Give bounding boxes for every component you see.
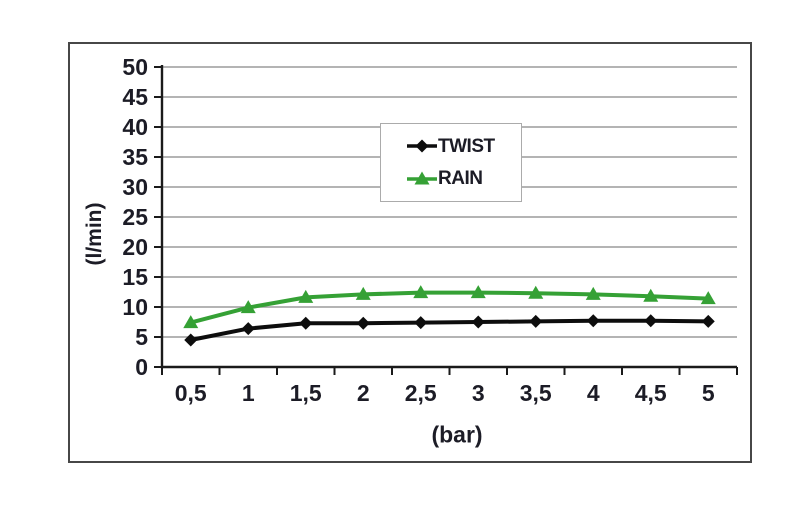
series-marker-rain [183, 315, 199, 329]
y-tick-label: 50 [122, 54, 148, 80]
series-marker-twist [644, 314, 658, 328]
x-tick-label: 1,5 [290, 380, 322, 406]
y-tick-label: 5 [135, 324, 148, 350]
series-marker-twist [471, 315, 485, 329]
x-tick-label: 3 [472, 380, 485, 406]
y-tick-label: 35 [122, 144, 148, 170]
y-tick-label: 10 [122, 294, 148, 320]
twist-line-marker-icon [407, 139, 437, 153]
y-tick-label: 15 [122, 264, 148, 290]
series-marker-rain [643, 288, 659, 302]
x-tick-label: 2 [357, 380, 370, 406]
x-tick-label: 4,5 [635, 380, 667, 406]
legend-marker-diamond [415, 139, 429, 153]
series-marker-twist [414, 316, 428, 330]
x-tick-label: 1 [242, 380, 255, 406]
x-tick-label: 4 [587, 380, 600, 406]
series-marker-rain [470, 285, 486, 299]
series-line-twist [188, 318, 711, 342]
legend-item-rain: RAIN [406, 167, 521, 191]
series-marker-rain [585, 286, 601, 300]
x-tick-label: 2,5 [405, 380, 437, 406]
series-marker-rain [355, 286, 371, 300]
series-marker-rain [240, 300, 256, 314]
series-marker-rain [528, 285, 544, 299]
series-marker-twist [184, 333, 198, 347]
rain-line-marker-icon [407, 171, 437, 185]
series-marker-rain [413, 285, 429, 299]
series-marker-twist [529, 314, 543, 328]
series-line-rain [188, 290, 711, 325]
series-marker-rain [700, 291, 716, 305]
y-tick-label: 40 [122, 114, 148, 140]
x-tick-label: 0,5 [175, 380, 207, 406]
x-tick-label: 3,5 [520, 380, 552, 406]
y-tick-label: 30 [122, 174, 148, 200]
series-marker-rain [298, 289, 314, 303]
legend: TWIST RAIN [380, 123, 522, 202]
series-marker-twist [701, 314, 715, 328]
series-marker-twist [241, 322, 255, 336]
legend-label-rain: RAIN [438, 168, 483, 190]
legend-item-twist: TWIST [406, 134, 521, 158]
series-marker-twist [356, 316, 370, 330]
plot-area: 0 5 10 15 20 25 30 35 40 45 50 0,5 1 1,5 2 2,5 3 3,5 4 4,5 5 [122, 54, 738, 406]
y-axis-title: (l/min) [83, 202, 106, 266]
series-marker-twist [586, 314, 600, 328]
legend-label-twist: TWIST [438, 135, 495, 157]
x-tick-label: 5 [702, 380, 715, 406]
y-tick-label: 0 [135, 354, 148, 380]
chart-frame: 0 5 10 15 20 25 30 35 40 45 50 0,5 1 1,5 2 2,5 3 3,5 4 4,5 5… [68, 42, 752, 463]
y-tick-label: 20 [122, 234, 148, 260]
y-tick-label: 25 [122, 204, 148, 230]
y-tick-label: 45 [122, 84, 148, 110]
series-marker-twist [299, 316, 313, 330]
legend-marker-triangle [414, 171, 430, 185]
x-axis-title: (bar) [431, 421, 483, 448]
